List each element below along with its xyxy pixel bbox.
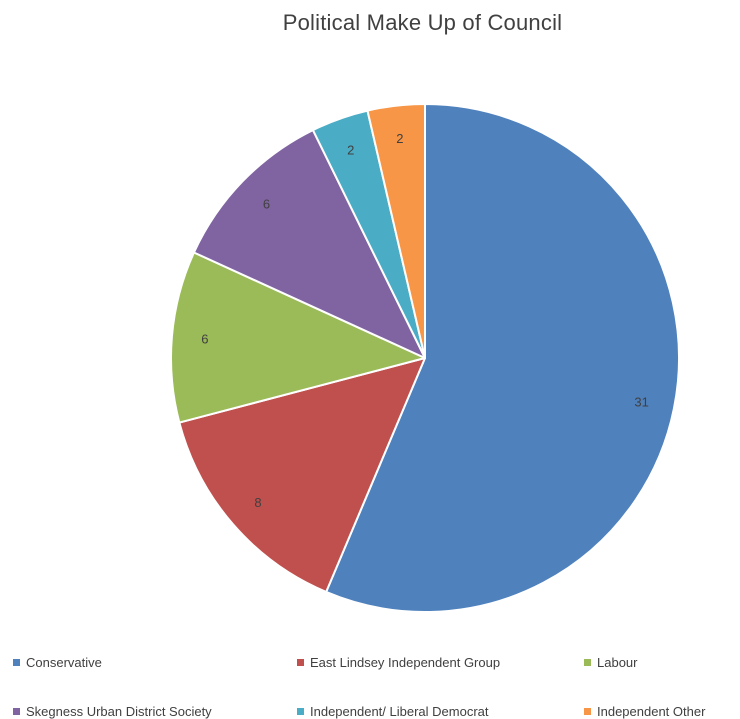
pie-slices xyxy=(170,103,680,613)
pie-slice-skegness-urban-district-society xyxy=(192,129,426,359)
legend-label-conservative: Conservative xyxy=(26,655,102,670)
legend-item-independent-other: Independent Other xyxy=(584,704,705,719)
legend-swatch-skegness-urban-district-society xyxy=(13,708,20,715)
legend-item-conservative: Conservative xyxy=(13,655,102,670)
legend-label-independent-other: Independent Other xyxy=(597,704,706,719)
data-label-labour: 6 xyxy=(201,332,208,347)
data-label-skegness-urban-district-society: 6 xyxy=(263,196,270,211)
legend-item-independent-liberal-democrat: Independent/ Liberal Democrat xyxy=(297,704,489,719)
pie-slice-independent-other xyxy=(366,103,426,359)
legend-swatch-labour xyxy=(584,659,591,666)
pie-data-labels: 31 8 6 6 2 2 xyxy=(201,131,649,510)
data-label-independent-other: 2 xyxy=(396,131,403,146)
legend-item-labour: Labour xyxy=(584,655,637,670)
legend-swatch-independent-liberal-democrat xyxy=(297,708,304,715)
pie-slice-east-lindsey-independent-group xyxy=(178,357,426,593)
legend-label-independent-liberal-democrat: Independent/ Liberal Democrat xyxy=(310,704,489,719)
pie-slice-conservative xyxy=(325,103,680,613)
legend-label-labour: Labour xyxy=(597,655,638,670)
legend-label-skegness-urban-district-society: Skegness Urban District Society xyxy=(26,704,212,719)
legend-label-east-lindsey-independent-group: East Lindsey Independent Group xyxy=(310,655,501,670)
data-label-independent-liberal-democrat: 2 xyxy=(347,142,354,157)
chart-title: Political Make Up of Council xyxy=(282,10,563,35)
legend-item-skegness-urban-district-society: Skegness Urban District Society xyxy=(13,704,212,719)
data-label-conservative: 31 xyxy=(634,394,648,409)
legend-swatch-east-lindsey-independent-group xyxy=(297,659,304,666)
data-label-east-lindsey-independent-group: 8 xyxy=(254,495,261,510)
legend-swatch-independent-other xyxy=(584,708,591,715)
pie-slice-labour xyxy=(170,251,426,424)
legend-item-east-lindsey-independent-group: East Lindsey Independent Group xyxy=(297,655,500,670)
legend-swatch-conservative xyxy=(13,659,20,666)
